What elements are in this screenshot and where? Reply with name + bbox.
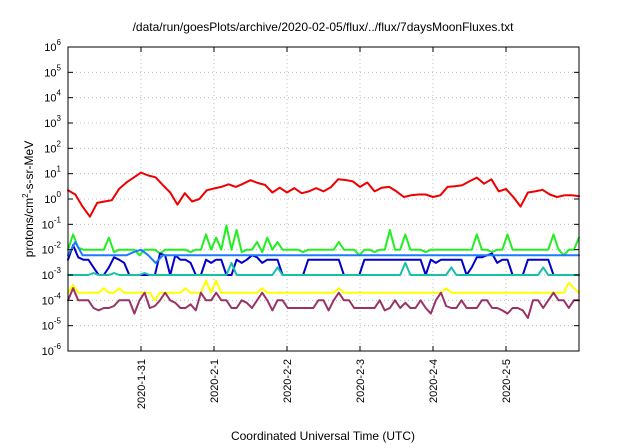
y-tick-label: 10-3 [42,266,62,282]
x-tick-label: 2020-2-1 [209,359,221,403]
y-tick-label: 102 [44,139,61,155]
y-tick-label: 10-5 [42,317,62,333]
series-line-1 [67,171,580,218]
series-line-2 [67,224,580,257]
y-tick-label: 105 [44,63,61,79]
y-tick-label: 101 [44,165,61,181]
chart-title: /data/run/goesPlots/archive/2020-02-05/f… [133,20,515,34]
y-tick-label: 103 [44,114,61,130]
y-tick-label: 10-2 [42,241,62,257]
series-line-5 [67,261,580,276]
series-lines [67,171,580,319]
series-line-4 [67,241,580,264]
x-tick-label: 2020-2-5 [501,359,513,403]
y-axis: 10-6 10-5 10-4 10-3 10-2 10-1 100 101 102 103 104 1… [42,38,579,358]
series-line-7 [67,287,580,319]
x-tick-label: 2020-1-31 [136,359,148,409]
y-tick-label: 100 [44,190,61,206]
x-tick-label: 2020-2-4 [428,359,440,403]
y-tick-label: 106 [44,38,61,54]
y-axis-label: protons/cm2-s-sr-MeV [21,141,36,257]
x-tick-label: 2020-2-2 [282,359,294,403]
y-tick-label: 10-1 [42,215,62,231]
x-tick-label: 2020-2-3 [355,359,367,403]
x-axis: 2020-1-31 2020-2-1 2020-2-2 2020-2-3 2020-2-… [136,47,513,409]
y-tick-label: 10-6 [42,342,62,358]
series-line-6 [67,279,580,302]
y-tick-label: 10-4 [42,291,62,307]
y-tick-label: 104 [44,89,61,105]
grid-lines [68,47,579,351]
x-axis-label: Coordinated Universal Time (UTC) [231,429,415,443]
